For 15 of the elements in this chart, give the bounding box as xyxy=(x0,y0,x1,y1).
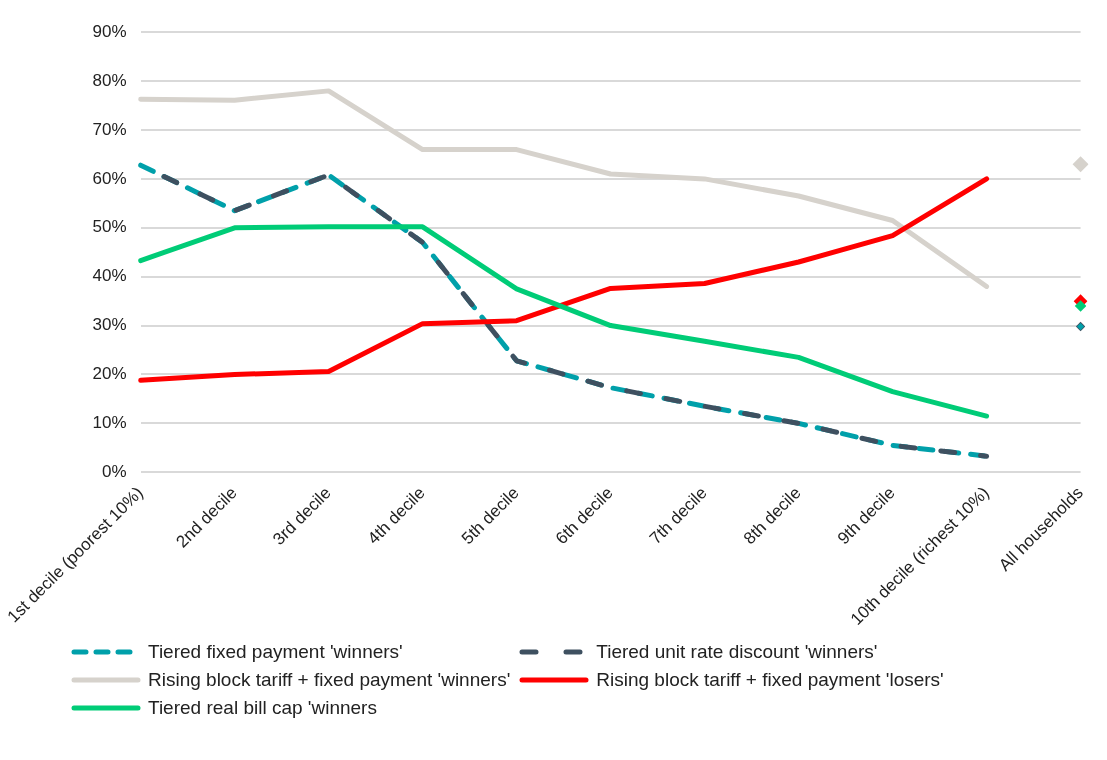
y-tick-label: 90% xyxy=(92,21,127,41)
y-tick-label: 50% xyxy=(92,217,127,237)
legend-label: Rising block tariff + fixed payment 'winners' xyxy=(148,669,511,691)
y-tick-label: 10% xyxy=(92,413,127,433)
y-tick-label: 80% xyxy=(92,70,127,90)
y-tick-label: 70% xyxy=(92,119,127,139)
legend-label: Tiered unit rate discount 'winners' xyxy=(596,641,878,663)
y-tick-label: 20% xyxy=(92,364,127,384)
y-tick-label: 0% xyxy=(102,461,127,481)
legend-label: Tiered fixed payment 'winners' xyxy=(148,641,403,663)
legend-label: Rising block tariff + fixed payment 'losers' xyxy=(596,669,944,691)
legend-label: Tiered real bill cap 'winners xyxy=(148,697,377,719)
y-tick-label: 30% xyxy=(92,315,127,335)
y-tick-label: 60% xyxy=(92,168,127,188)
y-tick-label: 40% xyxy=(92,266,127,286)
